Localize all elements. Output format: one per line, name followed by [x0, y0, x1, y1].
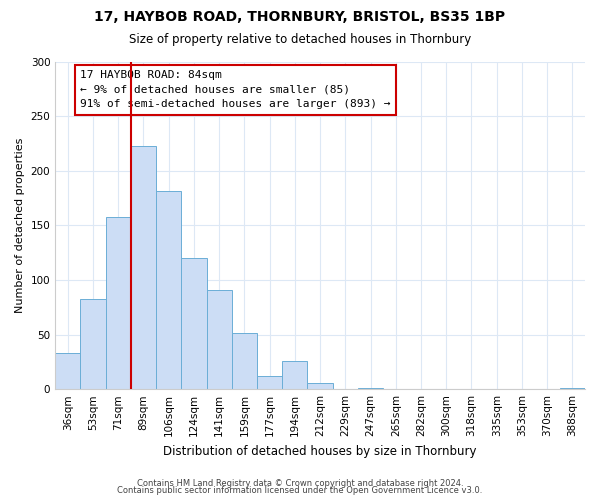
Bar — [307, 382, 332, 389]
Text: 17 HAYBOB ROAD: 84sqm
← 9% of detached houses are smaller (85)
91% of semi-detac: 17 HAYBOB ROAD: 84sqm ← 9% of detached h… — [80, 70, 391, 109]
X-axis label: Distribution of detached houses by size in Thornbury: Distribution of detached houses by size … — [163, 444, 477, 458]
Text: Contains public sector information licensed under the Open Government Licence v3: Contains public sector information licen… — [118, 486, 482, 495]
Bar — [560, 388, 585, 389]
Bar — [106, 216, 131, 389]
Bar — [257, 376, 282, 389]
Bar — [282, 361, 307, 389]
Y-axis label: Number of detached properties: Number of detached properties — [15, 138, 25, 313]
Text: Size of property relative to detached houses in Thornbury: Size of property relative to detached ho… — [129, 32, 471, 46]
Bar — [358, 388, 383, 389]
Bar — [156, 192, 181, 389]
Bar — [80, 298, 106, 389]
Bar — [181, 258, 206, 389]
Bar — [55, 353, 80, 389]
Bar — [131, 146, 156, 389]
Text: 17, HAYBOB ROAD, THORNBURY, BRISTOL, BS35 1BP: 17, HAYBOB ROAD, THORNBURY, BRISTOL, BS3… — [94, 10, 506, 24]
Text: Contains HM Land Registry data © Crown copyright and database right 2024.: Contains HM Land Registry data © Crown c… — [137, 478, 463, 488]
Bar — [206, 290, 232, 389]
Bar — [232, 334, 257, 389]
